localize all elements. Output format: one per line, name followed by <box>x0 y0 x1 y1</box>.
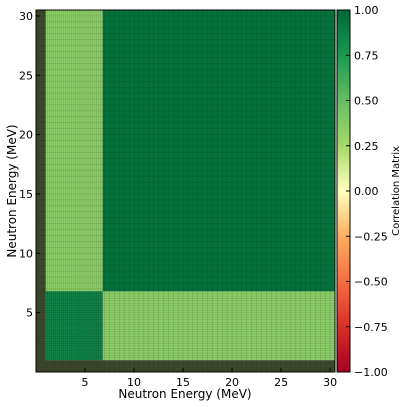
colorbar-tick-label: 0.75 <box>354 49 379 62</box>
y-tick-label: 5 <box>26 307 33 320</box>
colorbar-axis: 1.00 0.75 0.50 0.25 0.00 −0.25 −0.50 −0.75 −1.00 <box>346 4 388 379</box>
y-tick-label: 30 <box>19 10 33 23</box>
x-axis: 5 10 15 20 25 30 <box>82 368 337 389</box>
colorbar-label: Correlation Matrix <box>391 146 402 236</box>
x-tick-label: 25 <box>274 376 288 389</box>
x-tick-label: 20 <box>225 376 239 389</box>
x-tick-label: 5 <box>82 376 89 389</box>
colorbar-tick-label: −0.25 <box>354 230 388 243</box>
y-tick-label: 20 <box>19 129 33 142</box>
colorbar-tick-label: 1.00 <box>354 4 379 17</box>
colorbar-tick-label: 0.25 <box>354 140 379 153</box>
heatmap-cells <box>36 10 335 372</box>
colorbar-tick-label: 0.50 <box>354 95 379 108</box>
y-tick-label: 15 <box>19 188 33 201</box>
colorbar-tick-label: −1.00 <box>354 366 388 379</box>
heatmap-grid <box>36 10 335 372</box>
colorbar-tick-label: 0.00 <box>354 185 379 198</box>
y-tick-label: 25 <box>19 69 33 82</box>
colorbar-tick-label: −0.50 <box>354 276 388 289</box>
heatmap-region <box>102 291 335 361</box>
x-tick-label: 30 <box>323 376 337 389</box>
y-axis: 5 10 15 20 25 30 <box>19 10 40 320</box>
heatmap-region <box>102 10 335 292</box>
y-tick-label: 10 <box>19 247 33 260</box>
plot-frame <box>35 9 336 373</box>
x-tick-label: 15 <box>176 376 190 389</box>
colorbar-tick-label: −0.75 <box>354 321 388 334</box>
heatmap-region <box>36 10 46 372</box>
x-axis-label: Neutron Energy (MeV) <box>118 387 251 401</box>
heatmap-region <box>36 360 335 372</box>
heatmap-region <box>45 291 103 361</box>
heatmap-region <box>45 10 103 292</box>
x-tick-label: 10 <box>127 376 141 389</box>
y-axis-label: Neutron Energy (MeV) <box>5 124 19 257</box>
